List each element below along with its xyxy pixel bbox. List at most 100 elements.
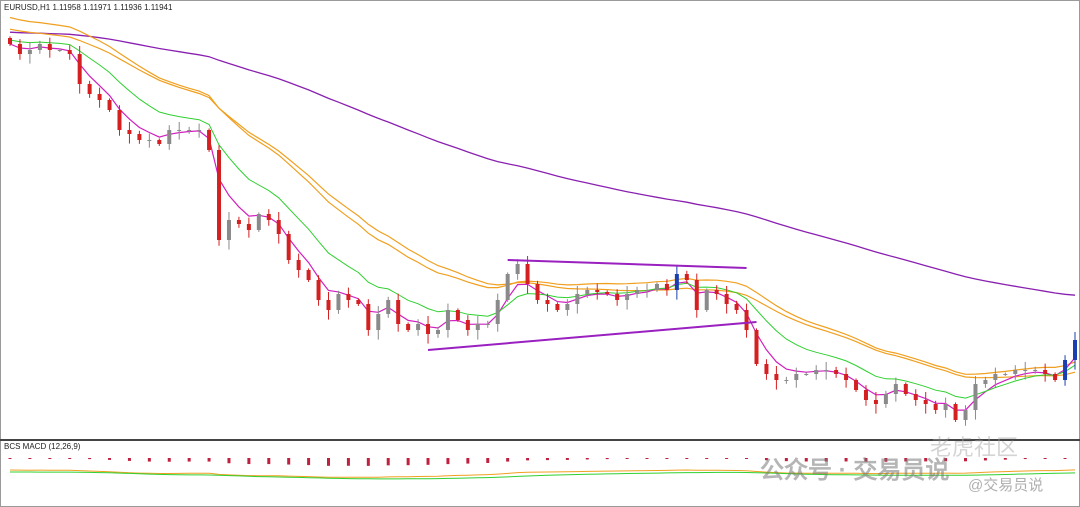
- candle-body: [575, 294, 580, 304]
- candle-body: [87, 84, 92, 94]
- candle-body: [426, 324, 431, 334]
- candle-body: [127, 130, 132, 134]
- candle-body: [605, 292, 610, 294]
- macd-histogram-bar: [526, 458, 530, 461]
- candle-body: [416, 324, 421, 330]
- candle-body: [744, 310, 749, 330]
- candle-body: [366, 304, 371, 330]
- candle-body: [863, 390, 868, 400]
- candle-body: [615, 294, 620, 300]
- candle-body: [1043, 370, 1048, 374]
- macd-histogram-bar: [247, 458, 251, 465]
- macd-histogram-bar: [366, 458, 370, 466]
- trendline-0: [507, 259, 747, 269]
- candle-body: [1063, 360, 1068, 380]
- macd-histogram-bar: [824, 458, 828, 462]
- macd-histogram-bar: [545, 458, 549, 461]
- candle-body: [8, 38, 12, 44]
- candle-body: [873, 400, 878, 404]
- macd-histogram-bar: [745, 458, 749, 459]
- candle-body: [137, 134, 142, 140]
- ma-signal-line: [9, 39, 1076, 399]
- macd-line: [9, 469, 1076, 478]
- candle-body: [306, 270, 311, 280]
- candle-body: [804, 374, 809, 375]
- candle-body: [67, 50, 72, 54]
- candle-body: [1073, 340, 1077, 360]
- macd-signal-line: [10, 471, 1076, 480]
- macd-histogram-bar: [68, 458, 72, 459]
- candle-body: [296, 260, 301, 270]
- macd-histogram-bar: [764, 458, 768, 461]
- macd-histogram-bar: [725, 458, 729, 459]
- macd-histogram-bar: [426, 458, 430, 465]
- candle-body: [435, 330, 440, 334]
- macd-histogram-bar: [784, 458, 788, 462]
- candle-body: [207, 130, 212, 150]
- macd-histogram-bar: [207, 458, 211, 462]
- macd-histogram-bar: [406, 458, 410, 466]
- candle-body: [27, 50, 32, 54]
- candle-body: [784, 380, 789, 381]
- candle-body: [883, 394, 888, 404]
- candle-body: [555, 304, 560, 310]
- candle-body: [316, 280, 321, 300]
- candle-body: [923, 400, 928, 404]
- candle-body: [565, 304, 570, 310]
- candle-body: [386, 300, 391, 314]
- macd-histogram-bar: [346, 458, 350, 466]
- macd-histogram-bar: [28, 458, 32, 459]
- macd-histogram-bar: [844, 458, 848, 462]
- candle-body: [963, 410, 968, 420]
- macd-histogram-bar: [1043, 458, 1047, 459]
- candle-body: [754, 330, 759, 364]
- candle-body: [654, 284, 659, 290]
- candle-body: [704, 290, 709, 310]
- candle-body: [167, 130, 172, 144]
- macd-histogram-bar: [565, 458, 569, 460]
- candle-body: [545, 300, 550, 304]
- candle-body: [356, 300, 361, 304]
- macd-histogram-bar: [605, 458, 609, 460]
- macd-histogram-bar: [884, 458, 888, 462]
- macd-histogram-bar: [88, 458, 92, 460]
- candle-body: [286, 234, 291, 260]
- macd-histogram-bar: [307, 458, 311, 466]
- macd-histogram-bar: [386, 458, 390, 466]
- candle-body: [37, 44, 42, 50]
- candle-body: [684, 274, 689, 280]
- candle-body: [475, 324, 480, 330]
- candle-body: [844, 374, 849, 380]
- candle-body: [724, 294, 729, 304]
- candle-body: [774, 374, 779, 380]
- candle-body: [515, 264, 520, 274]
- macd-histogram-bar: [506, 458, 510, 462]
- candle-body: [396, 300, 401, 324]
- macd-histogram-bar: [685, 458, 689, 459]
- candle-body: [485, 324, 490, 325]
- macd-histogram-bar: [8, 458, 12, 459]
- macd-histogram-bar: [705, 458, 709, 459]
- candle-body: [246, 224, 251, 230]
- candle-body: [276, 220, 281, 234]
- macd-histogram-bar: [1063, 458, 1067, 459]
- candle-body: [336, 294, 341, 310]
- candle-body: [635, 290, 640, 294]
- macd-histogram-bar: [227, 458, 231, 464]
- candle-body: [933, 404, 938, 410]
- candle-body: [465, 320, 470, 330]
- macd-histogram-bar: [267, 458, 271, 465]
- candle-body: [445, 310, 450, 330]
- macd-histogram-bar: [466, 458, 470, 464]
- candle-body: [406, 324, 411, 330]
- candle-body: [535, 284, 540, 300]
- candle-body: [157, 140, 162, 144]
- candle-body: [1003, 374, 1008, 375]
- candle-body: [664, 284, 669, 290]
- candle-body: [834, 370, 839, 374]
- candle-body: [1053, 374, 1058, 380]
- candle-body: [77, 54, 82, 84]
- candle-body: [226, 220, 231, 240]
- candle-body: [794, 374, 799, 380]
